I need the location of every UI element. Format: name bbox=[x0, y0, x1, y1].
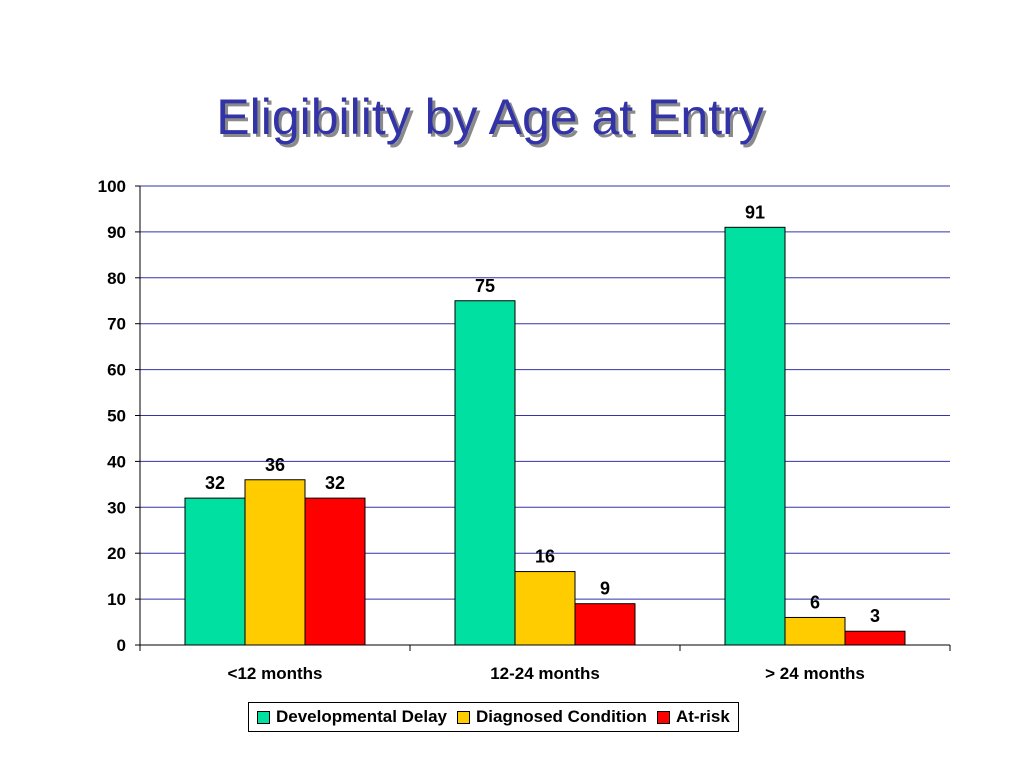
bar-value-label: 9 bbox=[600, 579, 610, 599]
bar bbox=[514, 571, 576, 646]
bar-value-label: 32 bbox=[205, 473, 225, 493]
legend-swatch-at-risk bbox=[656, 710, 670, 724]
bar-value-label: 6 bbox=[810, 592, 820, 612]
bar bbox=[244, 479, 306, 646]
y-tick-label: 20 bbox=[107, 544, 126, 563]
legend-item-diagnosed-condition: Diagnosed Condition bbox=[457, 707, 647, 727]
legend-label-at-risk: At-risk bbox=[675, 707, 730, 726]
legend-item-at-risk: At-risk bbox=[656, 707, 730, 727]
x-category-label: 12-24 months bbox=[490, 664, 600, 683]
bar-value-label: 3 bbox=[870, 606, 880, 626]
bar bbox=[724, 226, 786, 646]
legend-swatch-diagnosed-condition bbox=[457, 710, 471, 724]
bar-value-label: 75 bbox=[475, 276, 495, 296]
y-tick-label: 70 bbox=[107, 315, 126, 334]
y-tick-label: 50 bbox=[107, 407, 126, 426]
bar-value-label: 32 bbox=[325, 473, 345, 493]
legend-swatch-developmental-delay bbox=[257, 710, 270, 724]
y-tick-label: 90 bbox=[107, 223, 126, 242]
chart-legend: Developmental Delay Diagnosed Condition … bbox=[248, 702, 739, 732]
bar-value-label: 36 bbox=[265, 455, 285, 475]
bar bbox=[454, 300, 516, 646]
y-tick-label: 10 bbox=[107, 590, 126, 609]
y-tick-label: 0 bbox=[117, 636, 126, 655]
legend-label-developmental-delay: Developmental Delay bbox=[276, 707, 448, 726]
y-tick-label: 30 bbox=[107, 498, 126, 517]
y-tick-label: 40 bbox=[107, 452, 126, 471]
legend-label-diagnosed-condition: Diagnosed Condition bbox=[476, 707, 647, 726]
bar bbox=[184, 497, 246, 646]
bar bbox=[844, 630, 906, 646]
bar-value-label: 91 bbox=[745, 202, 765, 222]
bar bbox=[784, 616, 846, 646]
y-tick-label: 60 bbox=[107, 361, 126, 380]
y-tick-label: 80 bbox=[107, 269, 126, 288]
legend-item-developmental-delay: Developmental Delay bbox=[257, 707, 447, 727]
chart-title: Eligibility by Age at Entry bbox=[216, 89, 764, 145]
x-category-label: <12 months bbox=[228, 664, 323, 683]
bar-value-label: 16 bbox=[535, 547, 555, 567]
x-category-label: > 24 months bbox=[765, 664, 865, 683]
bar bbox=[304, 497, 366, 646]
y-tick-label: 100 bbox=[98, 177, 126, 196]
bar bbox=[574, 603, 636, 646]
